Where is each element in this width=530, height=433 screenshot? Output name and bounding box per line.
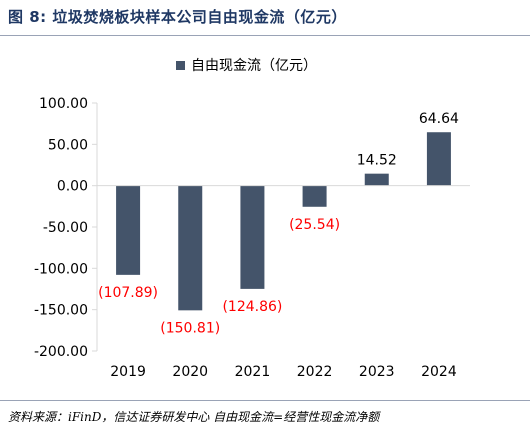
- figure-footer: 资料来源：iFinD，信达证券研发中心 自由现金流=经营性现金流净额: [0, 400, 530, 433]
- data-label: 14.52: [357, 153, 397, 169]
- figure-title: 图 8: 垃圾焚烧板块样本公司自由现金流（亿元）: [8, 8, 347, 26]
- bar: [240, 185, 265, 289]
- bar: [426, 132, 451, 186]
- legend-label: 自由现金流（亿元）: [191, 58, 317, 74]
- y-tick-label: -200.00: [34, 344, 88, 360]
- y-axis: 100.00 50.00 0.00 -50.00 -100.00 -150.00 -200.…: [34, 96, 98, 360]
- y-tick-label: 100.00: [39, 96, 88, 112]
- x-tick-label: 2022: [297, 364, 333, 380]
- bar: [116, 185, 141, 275]
- legend-swatch: [176, 61, 185, 70]
- data-label: (150.81): [160, 320, 220, 336]
- data-label: (124.86): [222, 299, 282, 315]
- legend: 自由现金流（亿元）: [176, 58, 317, 74]
- data-label: 64.64: [419, 111, 459, 127]
- x-tick-label: 2024: [421, 364, 457, 380]
- x-tick-label: 2023: [359, 364, 395, 380]
- x-axis: 2019 2020 2021 2022 2023 2024: [97, 185, 470, 380]
- x-tick-label: 2020: [172, 364, 208, 380]
- bar: [302, 185, 327, 207]
- y-tick-label: -100.00: [34, 261, 88, 277]
- x-tick-label: 2019: [110, 364, 146, 380]
- y-tick-label: -150.00: [34, 303, 88, 319]
- y-tick-label: 0.00: [57, 179, 88, 195]
- bar: [178, 185, 203, 311]
- y-tick-label: 50.00: [48, 137, 88, 153]
- y-tick-label: -50.00: [43, 220, 88, 236]
- chart: 自由现金流（亿元） 100.00 50.00 0.00 -50.00 -100.00 -1…: [34, 58, 470, 380]
- x-tick-label: 2021: [235, 364, 271, 380]
- data-label: (107.89): [98, 285, 158, 301]
- figure-source: 资料来源：iFinD，信达证券研发中心 自由现金流=经营性现金流净额: [8, 410, 380, 424]
- bar: [364, 173, 389, 186]
- data-label: (25.54): [289, 217, 340, 233]
- bars: (107.89) (150.81)(124.86) (25.54) 14.52 64.6…: [98, 111, 459, 336]
- figure-header: 图 8: 垃圾焚烧板块样本公司自由现金流（亿元）: [0, 0, 530, 36]
